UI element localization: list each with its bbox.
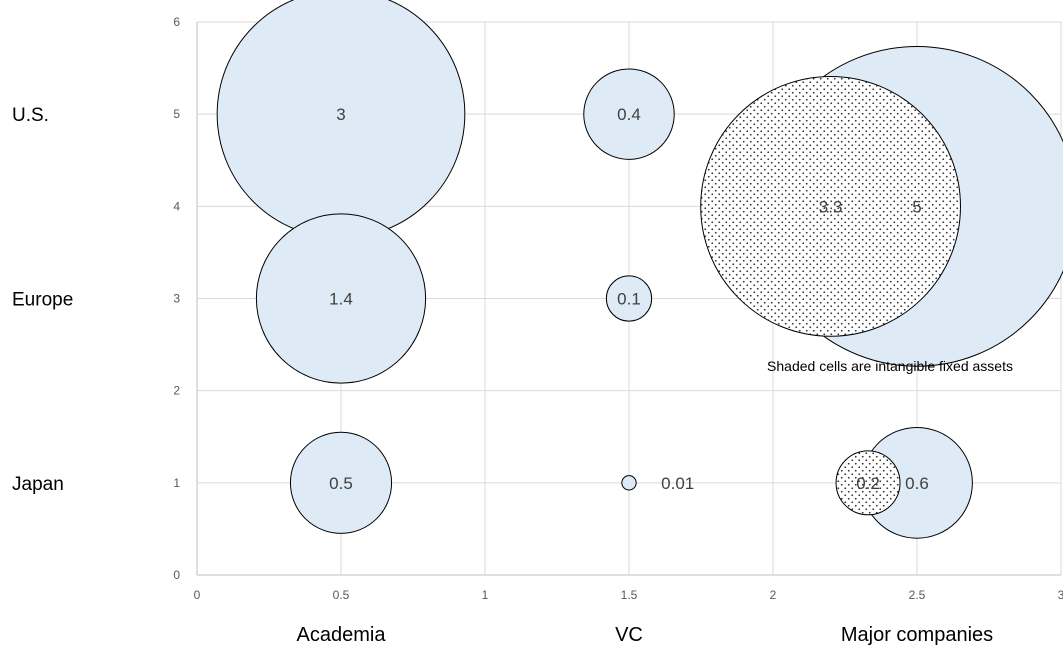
axis-ticks: 0 0.5 1 1.5 2 2.5 3 0 1 2 3 4 5 6 <box>173 15 1063 602</box>
column-label: VC <box>615 624 643 646</box>
bubble-data-label: 3.3 <box>819 197 843 216</box>
bubble-data-label: 0.5 <box>329 474 353 493</box>
y-tick-label: 6 <box>173 15 180 29</box>
x-tick-label: 2.5 <box>909 588 926 602</box>
y-tick-label: 2 <box>173 384 180 398</box>
bubbles <box>216 0 1063 539</box>
chart-annotation: Shaded cells are intangible fixed assets <box>767 358 1013 374</box>
bubble <box>583 68 675 160</box>
x-tick-label: 0.5 <box>333 588 350 602</box>
bubble-data-label: 0.2 <box>856 474 880 493</box>
column-label: Academia <box>297 624 387 646</box>
row-label: U.S. <box>12 105 49 126</box>
bubble <box>621 475 637 491</box>
bubble <box>289 431 393 534</box>
x-tick-label: 1 <box>482 588 489 602</box>
bubble-data-label: 0.01 <box>661 474 694 493</box>
bubble <box>605 275 653 322</box>
y-tick-label: 4 <box>173 199 180 213</box>
row-label: Europe <box>12 290 73 311</box>
column-label: Major companies <box>841 624 993 646</box>
bubble-data-label: 5 <box>912 197 921 216</box>
bubble-data-label: 0.6 <box>905 474 929 493</box>
y-tick-label: 1 <box>173 476 180 490</box>
category-labels: 3 0.4 5 1.4 0.1 0.5 0.01 0.6 3.3 0.2 U.S. Europe Jap… <box>12 105 993 646</box>
x-tick-label: 2 <box>770 588 777 602</box>
x-tick-label: 3 <box>1058 588 1063 602</box>
dotted-bubble <box>700 75 961 337</box>
x-tick-label: 0 <box>194 588 201 602</box>
bubble-data-label: 0.4 <box>617 105 641 124</box>
row-label: Japan <box>12 474 64 495</box>
bubble-data-label: 3 <box>336 105 345 124</box>
y-tick-label: 0 <box>173 568 180 582</box>
bubble-data-label: 0.1 <box>617 290 641 309</box>
y-tick-label: 3 <box>173 292 180 306</box>
bubble <box>255 213 427 384</box>
x-tick-label: 1.5 <box>621 588 638 602</box>
y-tick-label: 5 <box>173 107 180 121</box>
dotted-bubble <box>835 450 901 516</box>
bubble-data-label: 1.4 <box>329 290 353 309</box>
